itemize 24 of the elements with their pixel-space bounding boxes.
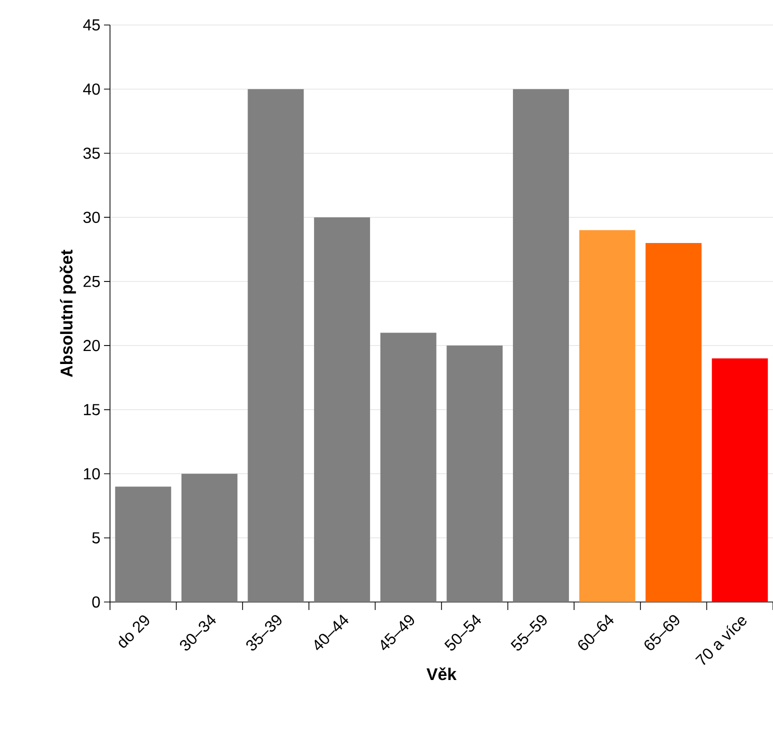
y-tick-label: 40 xyxy=(83,83,100,95)
x-axis-title: Věk xyxy=(426,667,457,680)
y-tick-label: 30 xyxy=(83,212,100,223)
y-tick-label: 0 xyxy=(92,596,100,608)
y-tick-label: 10 xyxy=(84,468,100,480)
y-tick-label: 25 xyxy=(84,276,100,288)
bar xyxy=(712,358,768,602)
y-tick-label: 20 xyxy=(84,340,100,352)
bar xyxy=(314,217,370,602)
y-tick-label: 15 xyxy=(84,404,100,416)
x-tick-label: do 29 xyxy=(118,615,150,648)
y-tick-label: 45 xyxy=(83,19,100,31)
y-axis-title: Absolutní počet xyxy=(60,250,76,378)
bar xyxy=(248,89,304,602)
bar xyxy=(446,346,503,602)
bar xyxy=(579,230,636,602)
bar xyxy=(181,474,238,602)
y-tick-label: 5 xyxy=(92,532,100,544)
bar xyxy=(115,486,172,602)
bar xyxy=(380,332,436,602)
bar xyxy=(512,89,569,602)
y-tick-label: 35 xyxy=(83,148,100,159)
x-tick-label: 70 a více xyxy=(695,617,746,666)
bar xyxy=(646,242,702,602)
